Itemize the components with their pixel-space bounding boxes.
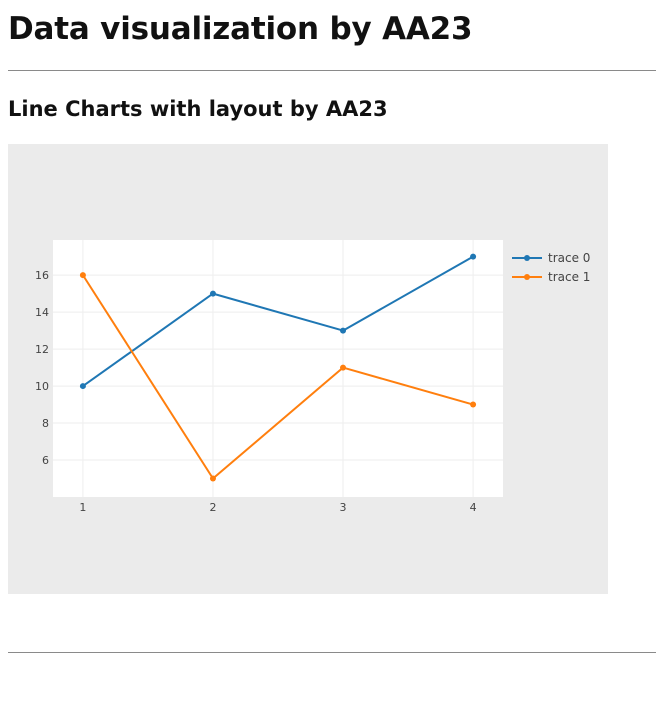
series-line[interactable] [82,255,474,387]
section-title: Line Charts with layout by AA23 [8,97,388,121]
data-point[interactable] [340,327,347,334]
chart-grid [53,240,503,497]
x-tick-label: 4 [470,501,477,514]
data-point[interactable] [209,475,216,482]
divider-top [8,70,656,71]
chart-series[interactable] [79,253,477,482]
page-title: Data visualization by AA23 [8,11,473,47]
legend-label: trace 0 [548,251,590,265]
legend-swatch-marker [524,255,530,261]
y-tick-label: 10 [35,380,49,393]
y-tick-label: 16 [35,269,49,282]
legend-item[interactable]: trace 0 [512,251,590,265]
y-tick-label: 12 [35,343,49,356]
data-point[interactable] [79,383,86,390]
legend-swatch-marker [524,274,530,280]
series-0[interactable] [79,253,477,390]
divider-bottom [8,652,656,653]
x-tick-label: 1 [79,501,86,514]
x-tick-label: 2 [209,501,216,514]
data-point[interactable] [209,290,216,297]
data-point[interactable] [470,253,477,260]
y-tick-label: 14 [35,306,49,319]
line-chart[interactable]: 1 2 3 4 6 8 10 12 14 16 trace 0 trace 1 [8,144,608,594]
x-tick-label: 3 [340,501,347,514]
legend-item[interactable]: trace 1 [512,270,590,284]
data-point[interactable] [340,364,347,371]
data-point[interactable] [470,401,477,408]
chart-legend[interactable]: trace 0 trace 1 [512,251,590,284]
series-1[interactable] [79,272,477,482]
series-line[interactable] [82,274,474,480]
data-point[interactable] [79,272,86,279]
y-tick-label: 8 [42,417,49,430]
legend-label: trace 1 [548,270,590,284]
y-tick-label: 6 [42,454,49,467]
